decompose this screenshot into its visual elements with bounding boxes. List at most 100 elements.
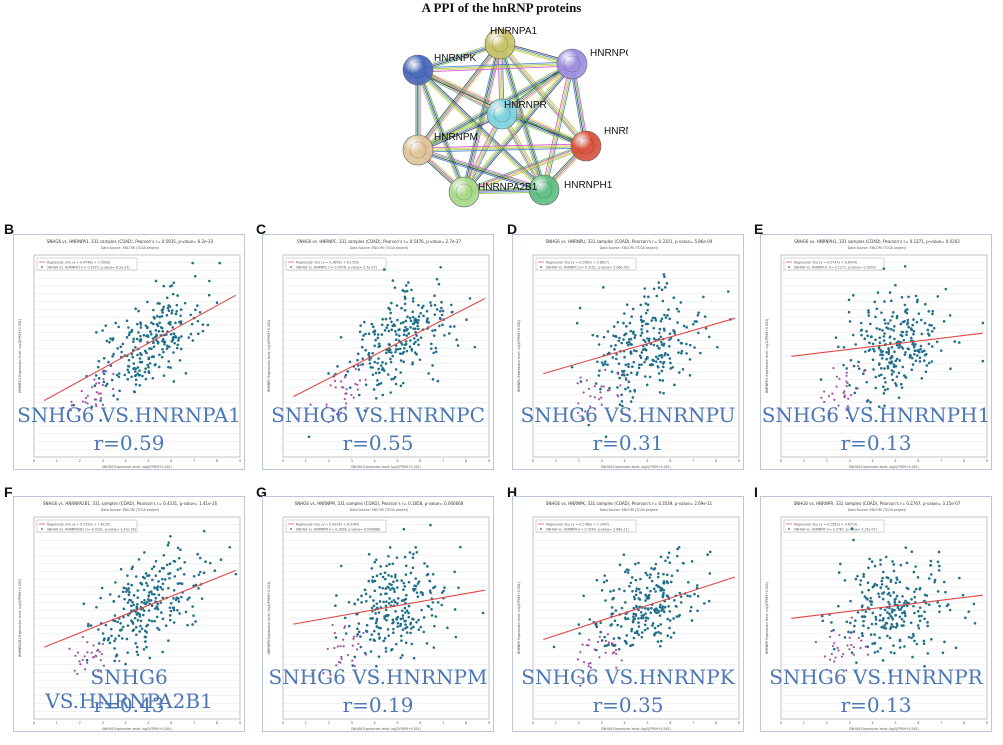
scatter-point (867, 311, 870, 314)
scatter-point (657, 286, 661, 289)
scatter-point-normal (840, 655, 844, 658)
scatter-point (666, 617, 670, 621)
scatter-point (376, 361, 379, 365)
scatter-point-normal (95, 391, 98, 394)
scatter-point (621, 404, 624, 408)
scatter-point (879, 586, 883, 589)
scatter-point (344, 373, 348, 377)
scatter-point (628, 321, 632, 325)
scatter-point (596, 334, 599, 338)
scatter-point (429, 347, 433, 350)
scatter-point (353, 602, 357, 606)
plot-legend (285, 519, 387, 533)
scatter-point-normal (587, 662, 590, 665)
scatter-point (386, 585, 389, 589)
scatter-point (638, 591, 642, 594)
scatter-point (404, 619, 407, 623)
scatter-point (629, 352, 633, 355)
scatter-point (658, 614, 662, 617)
scatter-point (618, 563, 622, 567)
scatter-point (434, 350, 438, 354)
scatter-point (113, 614, 117, 617)
scatter-point (168, 618, 172, 622)
x-tick-label: 7 (193, 721, 195, 725)
network-node-hnrnpu (570, 130, 602, 162)
scatter-point-normal (852, 645, 855, 649)
scatter-point (155, 322, 159, 326)
scatter-point (645, 616, 648, 620)
scatter-point (138, 384, 142, 387)
network-edge (415, 42, 499, 149)
scatter-point (639, 577, 642, 581)
scatter-point (855, 661, 858, 664)
scatter-point (187, 336, 191, 339)
scatter-point (122, 586, 126, 590)
scatter-point (887, 352, 891, 356)
scatter-point (411, 361, 414, 364)
scatter-point (660, 288, 664, 291)
scatter-point (885, 357, 888, 361)
scatter-point (892, 365, 896, 369)
scatter-point-normal (820, 396, 823, 399)
scatter-point (612, 637, 616, 640)
scatter-point-normal (593, 648, 596, 651)
scatter-point (126, 651, 129, 654)
x-tick-label: 1 (803, 459, 805, 463)
scatter-point (658, 354, 661, 357)
scatter-point (688, 343, 692, 347)
scatter-point (105, 382, 109, 386)
scatter-point-normal (846, 405, 850, 408)
scatter-point (146, 335, 150, 338)
scatter-point (630, 627, 634, 631)
scatter-plot: SNHG6 vs. HNRNPH1, 331 samples (COAD), P… (765, 239, 988, 469)
scatter-point (637, 625, 641, 628)
scatter-point (877, 405, 881, 408)
scatter-point (920, 332, 924, 336)
scatter-point (399, 321, 403, 325)
scatter-point (145, 581, 148, 585)
scatter-point (624, 363, 628, 367)
scatter-point (395, 579, 399, 582)
scatter-point-normal (84, 396, 88, 400)
x-tick-label: 9 (738, 721, 740, 725)
scatter-point (157, 365, 161, 369)
scatter-point (891, 560, 894, 563)
scatter-point (371, 366, 374, 369)
scatter-point-normal (600, 403, 603, 406)
scatter-point (138, 615, 142, 618)
scatter-point (882, 267, 886, 270)
scatter-point (912, 634, 915, 638)
scatter-point (651, 316, 655, 320)
scatter-point (414, 330, 417, 334)
scatter-point (117, 372, 121, 375)
scatter-point (890, 622, 894, 626)
scatter-point (606, 330, 610, 333)
scatter-point (637, 608, 640, 612)
network-edge (417, 150, 544, 192)
scatter-point-normal (835, 375, 839, 378)
legend-regression: Regression line (y = 0.1786x + 7.2447) (546, 522, 609, 526)
scatter-point (388, 597, 391, 600)
x-tick-label: 4 (623, 721, 625, 725)
scatter-point (669, 636, 673, 639)
x-tick-label: 2 (826, 721, 828, 725)
scatter-point (169, 601, 173, 605)
scatter-point (862, 575, 865, 578)
scatter-point (438, 309, 442, 313)
scatter-point (631, 307, 635, 311)
scatter-point-normal (842, 652, 845, 656)
scatter-point-normal (340, 380, 343, 383)
scatter-point (423, 562, 426, 565)
legend-points: SNHG6 vs. HNRNPH1 (r= 0.1271, p-value= 0… (794, 265, 876, 269)
scatter-point (884, 380, 887, 384)
scatter-point (930, 345, 934, 348)
scatter-point (147, 591, 151, 594)
x-tick-label: 3 (351, 721, 353, 725)
scatter-point (637, 588, 641, 591)
scatter-point (624, 617, 628, 621)
x-tick-label: 2 (79, 721, 81, 725)
scatter-point (160, 611, 163, 614)
scatter-point (901, 320, 905, 324)
scatter-point (894, 581, 898, 585)
